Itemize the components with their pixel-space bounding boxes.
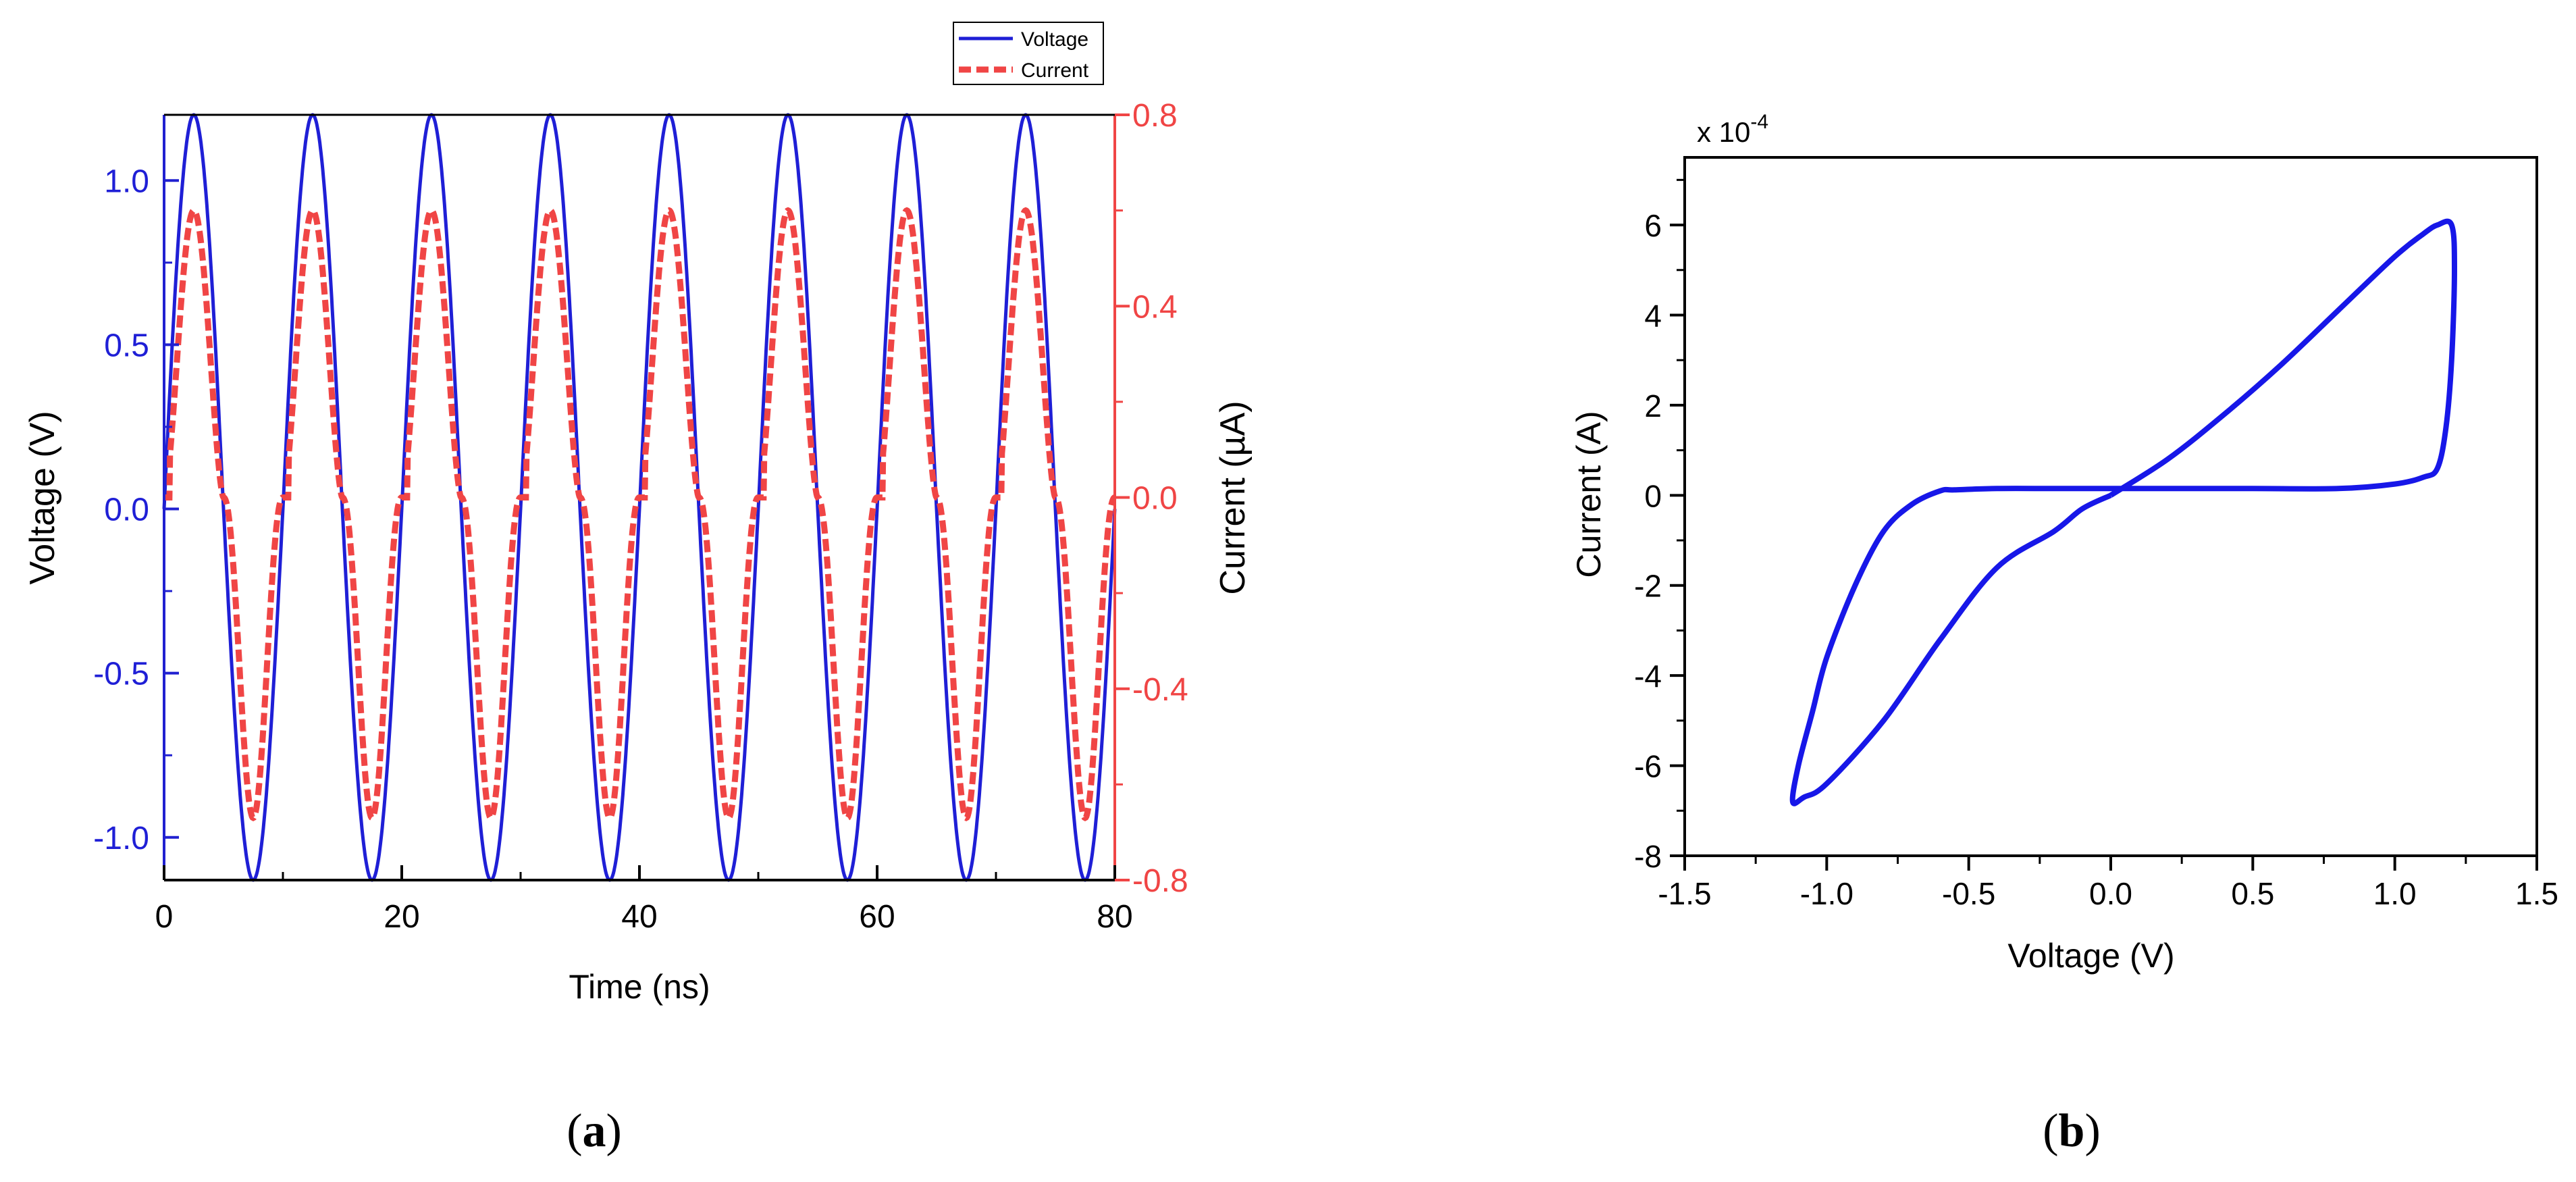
chart-a-y-left-ticks: 1.0 0.5 0.0 -0.5 -1.0 xyxy=(93,163,179,856)
a-y-right-tick-label: 0.8 xyxy=(1132,98,1178,134)
b-x-tick-label: -1.0 xyxy=(1800,876,1854,911)
b-x-tick-label: -0.5 xyxy=(1942,876,1995,911)
a-y-left-tick-label: 0.0 xyxy=(104,492,149,528)
b-y-tick-label: -4 xyxy=(1634,659,1662,694)
a-y-left-tick-label: -1.0 xyxy=(93,821,149,856)
chart-b-scale-label: x 10-4 xyxy=(1697,111,1768,148)
legend-box xyxy=(953,22,1104,85)
chart-b-y-ticks: 6 4 2 0 -2 -4 -6 -8 xyxy=(1634,178,1685,874)
legend-current-label: Current xyxy=(1021,59,1089,82)
a-y-left-tick-label: -0.5 xyxy=(93,657,149,692)
b-y-tick-label: -8 xyxy=(1634,839,1662,874)
iv-loop-line xyxy=(1789,218,2457,806)
chart-b-ylabel: Current (A) xyxy=(1570,411,1608,577)
a-y-right-tick-label: -0.8 xyxy=(1132,863,1188,899)
a-x-tick-label: 20 xyxy=(384,899,419,935)
chart-a-ylabel-right: Current (µA) xyxy=(1213,401,1253,594)
chart-a-y-right-ticks: 0.8 0.4 0.0 -0.4 -0.8 xyxy=(1115,98,1188,899)
b-x-tick-label: 0.5 xyxy=(2231,876,2274,911)
b-y-tick-label: 6 xyxy=(1644,208,1662,243)
a-y-right-tick-label: -0.4 xyxy=(1132,672,1188,708)
a-x-tick-label: 80 xyxy=(1097,899,1132,935)
current-line xyxy=(164,207,1117,822)
chart-a-legend: Voltage Current xyxy=(953,22,1104,85)
a-y-right-tick-label: 0.4 xyxy=(1132,289,1178,325)
panel-label-b: (b) xyxy=(2043,1105,2101,1157)
b-x-tick-label: 0.0 xyxy=(2089,876,2132,911)
a-x-tick-label: 0 xyxy=(155,899,174,935)
panel-label-a: (a) xyxy=(567,1105,622,1157)
b-y-tick-label: 0 xyxy=(1644,478,1662,513)
b-y-tick-label: -2 xyxy=(1634,569,1662,604)
iv-loop-series xyxy=(1789,218,2457,806)
a-y-left-tick-label: 0.5 xyxy=(104,328,149,363)
voltage-series xyxy=(162,113,1117,882)
chart-b-xlabel: Voltage (V) xyxy=(2007,937,2174,975)
a-y-right-tick-label: 0.0 xyxy=(1132,481,1178,517)
a-y-left-tick-label: 1.0 xyxy=(104,163,149,199)
chart-a-x-ticks: 0 20 40 60 80 xyxy=(155,865,1133,935)
legend-voltage-label: Voltage xyxy=(1021,28,1088,51)
chart-b-x-ticks: -1.5 -1.0 -0.5 0.0 0.5 1.0 1.5 xyxy=(1658,856,2558,911)
b-y-tick-label: 2 xyxy=(1644,388,1662,423)
chart-a-ylabel-left: Voltage (V) xyxy=(23,411,62,584)
b-x-tick-label: 1.0 xyxy=(2373,876,2417,911)
b-x-tick-label: -1.5 xyxy=(1658,876,1711,911)
b-y-tick-label: -6 xyxy=(1634,749,1662,784)
a-x-tick-label: 40 xyxy=(621,899,657,935)
chart-a-xlabel: Time (ns) xyxy=(569,968,710,1006)
b-y-tick-label: 4 xyxy=(1644,298,1662,333)
chart-a: 0 20 40 60 80 1.0 0.5 0.0 -0.5 -1.0 0.8 0.4 0.0 -0.… xyxy=(23,22,1253,1157)
voltage-line xyxy=(162,113,1117,882)
b-x-tick-label: 1.5 xyxy=(2515,876,2558,911)
current-series xyxy=(164,207,1117,822)
chart-b: -1.5 -1.0 -0.5 0.0 0.5 1.0 1.5 6 4 2 0 -2 -4 -6 -8 x … xyxy=(1570,111,2558,1157)
a-x-tick-label: 60 xyxy=(859,899,895,935)
